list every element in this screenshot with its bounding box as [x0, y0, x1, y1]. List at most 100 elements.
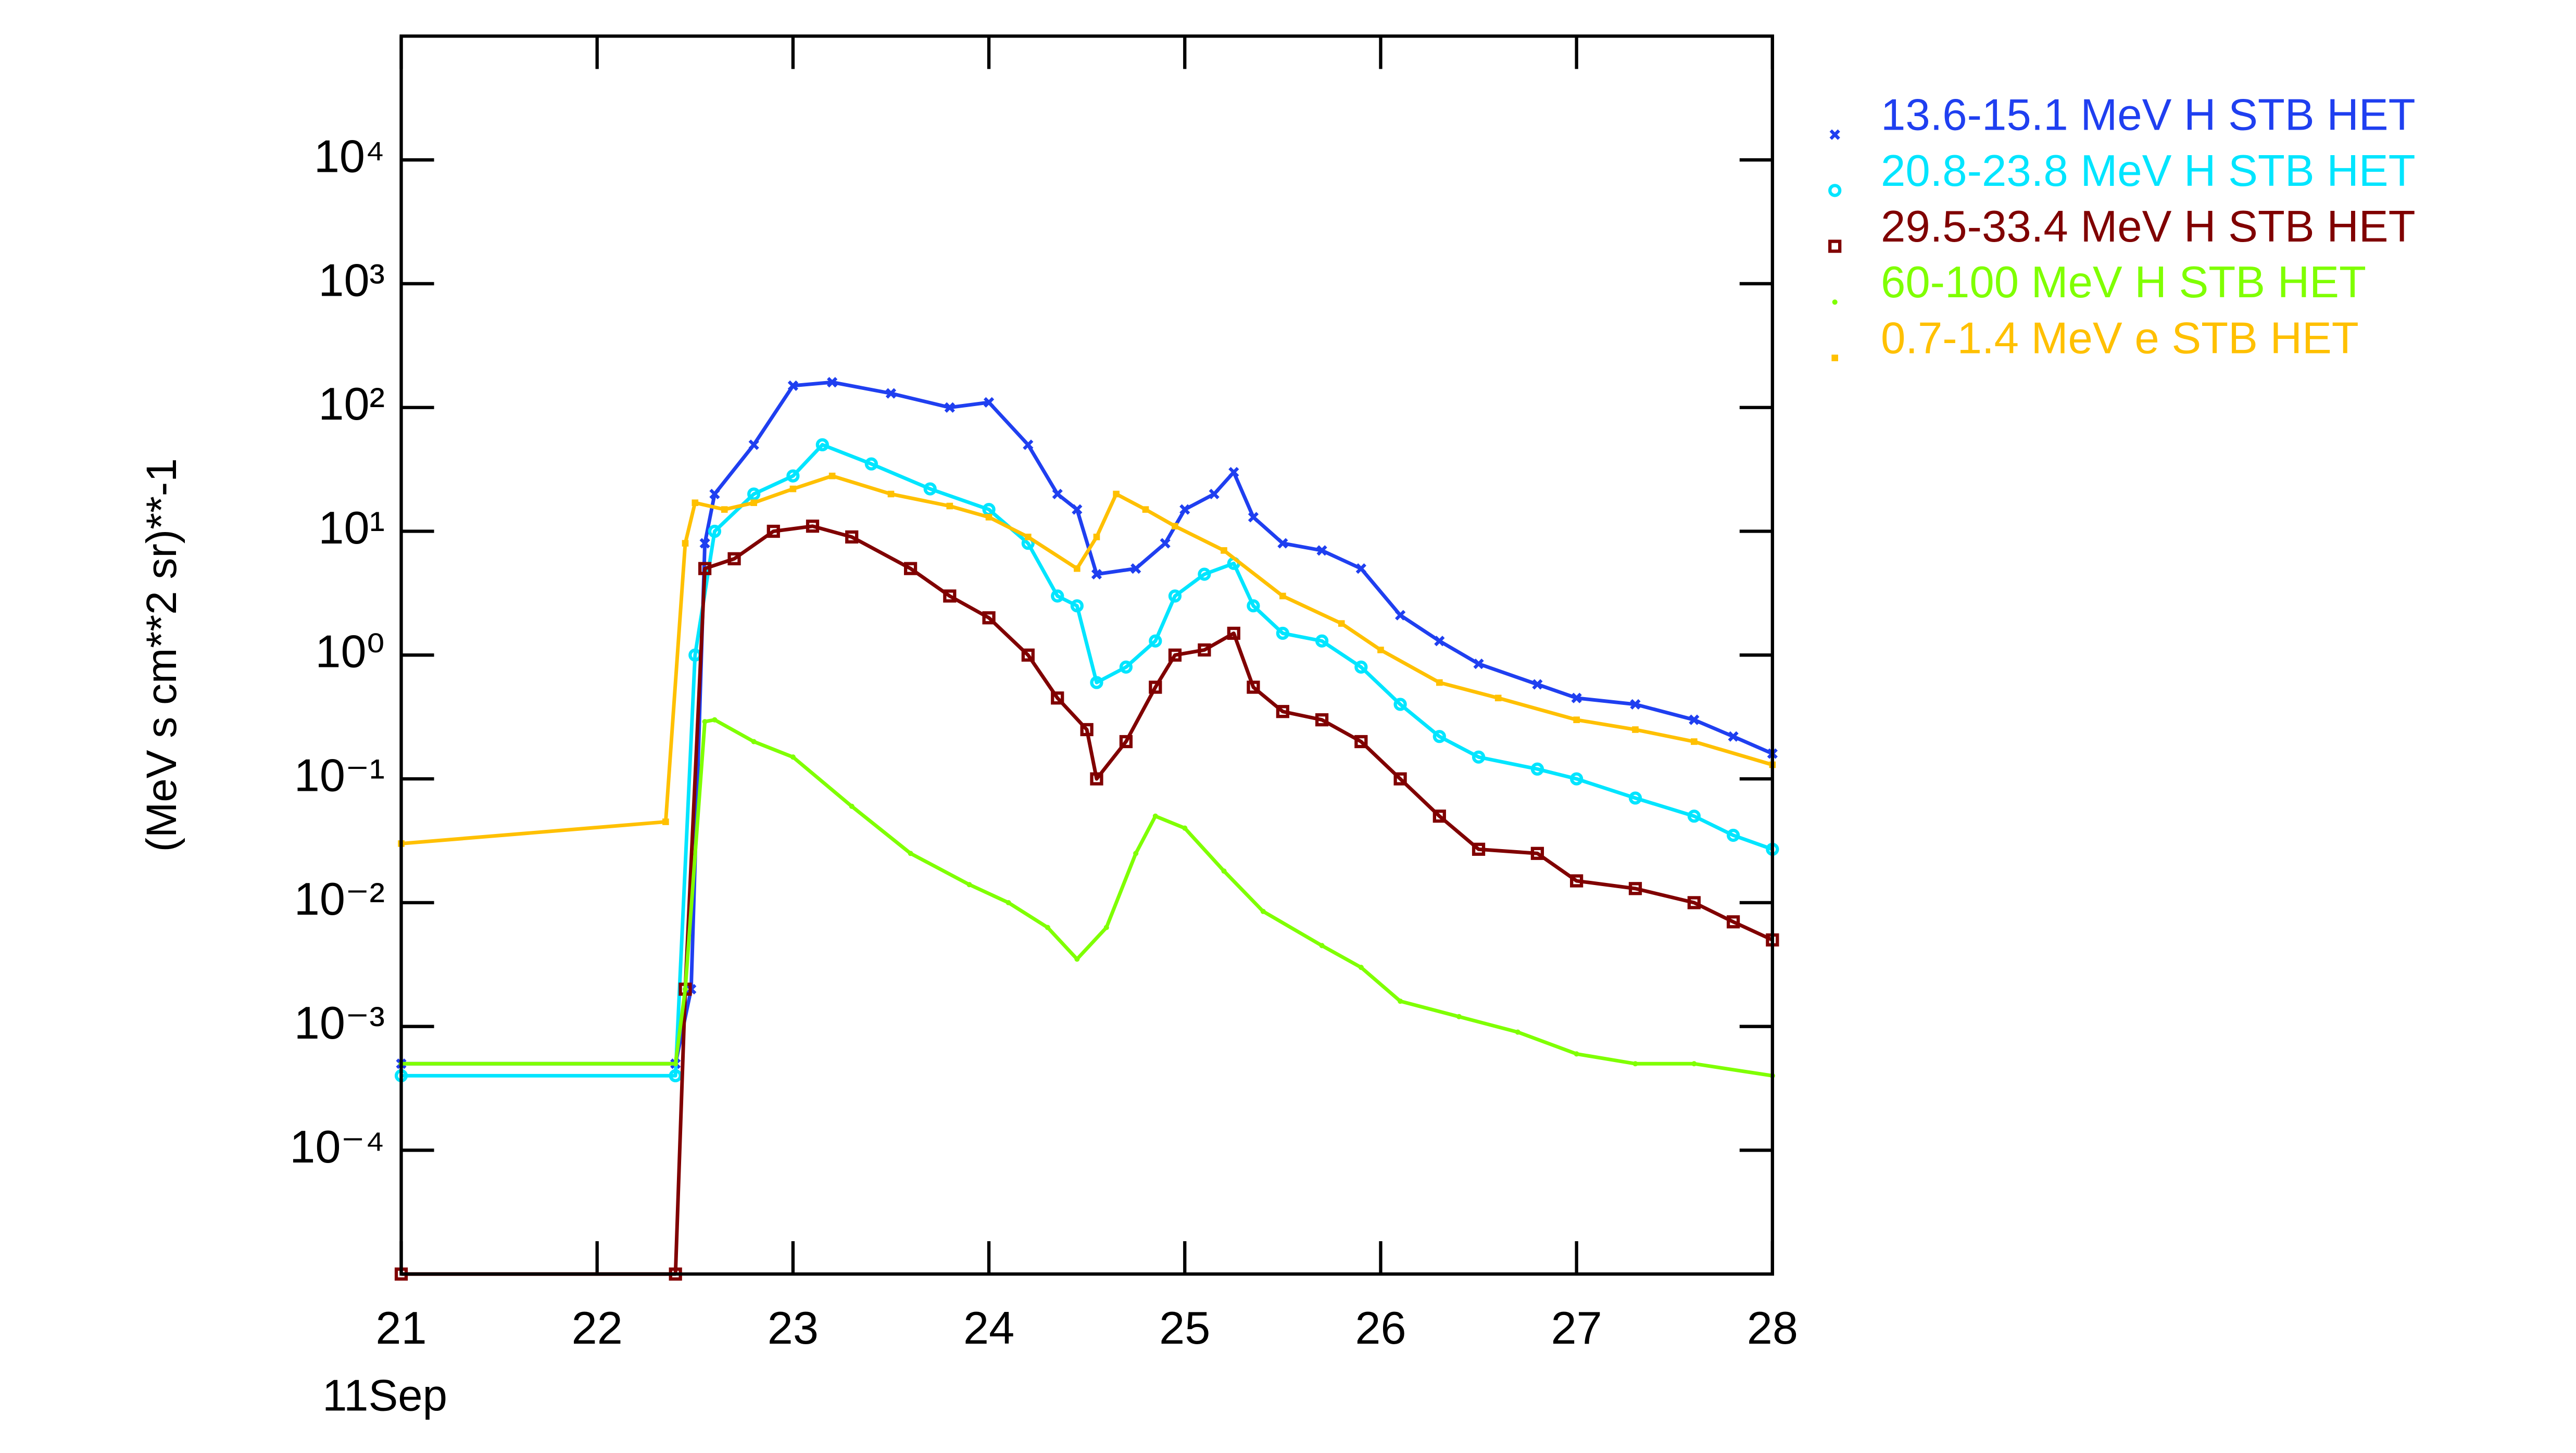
marker [1228, 466, 1239, 478]
x-start-label: 11Sep [322, 1371, 447, 1420]
marker [1315, 634, 1329, 648]
marker [1168, 589, 1182, 603]
marker [751, 739, 757, 744]
marker [1628, 791, 1642, 805]
marker [985, 514, 992, 521]
x-tick-label: 26 [1355, 1302, 1406, 1354]
marker [1394, 610, 1406, 621]
marker [1728, 731, 1739, 742]
marker [712, 717, 718, 723]
marker [708, 524, 722, 538]
marker [1119, 660, 1133, 674]
marker [1726, 828, 1740, 842]
marker [1023, 439, 1034, 450]
y-tick-label: 10⁻² [294, 873, 385, 925]
marker [662, 818, 669, 825]
marker [727, 552, 741, 565]
marker [908, 851, 913, 856]
marker [1358, 965, 1364, 970]
marker [1393, 772, 1407, 786]
marker [946, 502, 953, 510]
marker [1393, 698, 1407, 711]
marker [1354, 735, 1368, 749]
marker [789, 485, 797, 492]
x-tick-label: 28 [1747, 1302, 1798, 1354]
marker [1472, 842, 1486, 856]
legend-label: 13.6-15.1 MeV H STB HET [1881, 91, 2416, 140]
marker [682, 987, 688, 992]
marker [1434, 636, 1445, 647]
y-tick-label: 10⁻¹ [294, 749, 385, 801]
marker [1091, 568, 1102, 580]
marker [1160, 538, 1171, 549]
marker [966, 882, 972, 888]
legend-label: 29.5-33.4 MeV H STB HET [1881, 202, 2416, 251]
marker [1006, 900, 1011, 905]
legend-marker [1831, 355, 1838, 361]
marker [1530, 762, 1544, 776]
marker [887, 490, 895, 498]
marker [1494, 694, 1502, 702]
legend-label: 0.7-1.4 MeV e STB HET [1881, 313, 2359, 363]
marker [786, 469, 800, 483]
x-tick-label: 24 [963, 1302, 1014, 1354]
marker [1570, 772, 1584, 786]
marker [1571, 692, 1582, 703]
marker [702, 719, 708, 725]
marker [1276, 705, 1289, 718]
marker [1315, 713, 1329, 727]
legend-marker [1828, 239, 1842, 253]
y-tick-label: 10⁰ [315, 626, 385, 677]
series-line [401, 718, 1773, 1078]
x-tick-label: 25 [1159, 1302, 1210, 1354]
marker [766, 524, 780, 538]
marker [845, 530, 859, 544]
marker [1172, 523, 1178, 529]
marker [1279, 592, 1286, 600]
marker [673, 1061, 678, 1067]
marker [1072, 504, 1083, 515]
marker [1432, 730, 1446, 743]
marker [1473, 658, 1484, 669]
marker [1248, 512, 1259, 523]
marker [1227, 626, 1240, 640]
marker [1221, 868, 1227, 874]
marker [1377, 647, 1384, 653]
marker [1221, 547, 1227, 554]
marker [1277, 538, 1288, 549]
x-tick-label: 22 [572, 1302, 623, 1354]
marker [1472, 750, 1486, 764]
marker [1074, 565, 1080, 572]
marker [1628, 882, 1642, 895]
x-tick-label: 21 [375, 1302, 426, 1354]
y-tick-label: 10² [318, 378, 385, 429]
marker [1456, 1014, 1462, 1019]
marker [1090, 676, 1103, 689]
marker [1574, 1051, 1579, 1057]
marker [1093, 534, 1100, 540]
marker [1119, 735, 1133, 749]
marker [1021, 648, 1035, 662]
marker [698, 562, 712, 575]
marker [1247, 599, 1260, 613]
marker [748, 439, 759, 450]
marker [1198, 567, 1211, 581]
marker [923, 482, 937, 496]
marker [1209, 488, 1220, 500]
x-tick-label: 27 [1551, 1302, 1602, 1354]
marker [828, 472, 836, 479]
marker [864, 457, 878, 471]
marker [1530, 846, 1544, 860]
marker [1319, 943, 1325, 949]
marker [1260, 908, 1266, 914]
marker [1051, 691, 1064, 705]
marker [1051, 589, 1064, 603]
marker [1355, 563, 1366, 574]
legend-label: 60-100 MeV H STB HET [1881, 258, 2366, 307]
marker [1149, 634, 1162, 648]
marker [944, 402, 955, 413]
marker [1052, 488, 1063, 500]
marker [1045, 925, 1050, 930]
legend-marker [1832, 299, 1838, 305]
